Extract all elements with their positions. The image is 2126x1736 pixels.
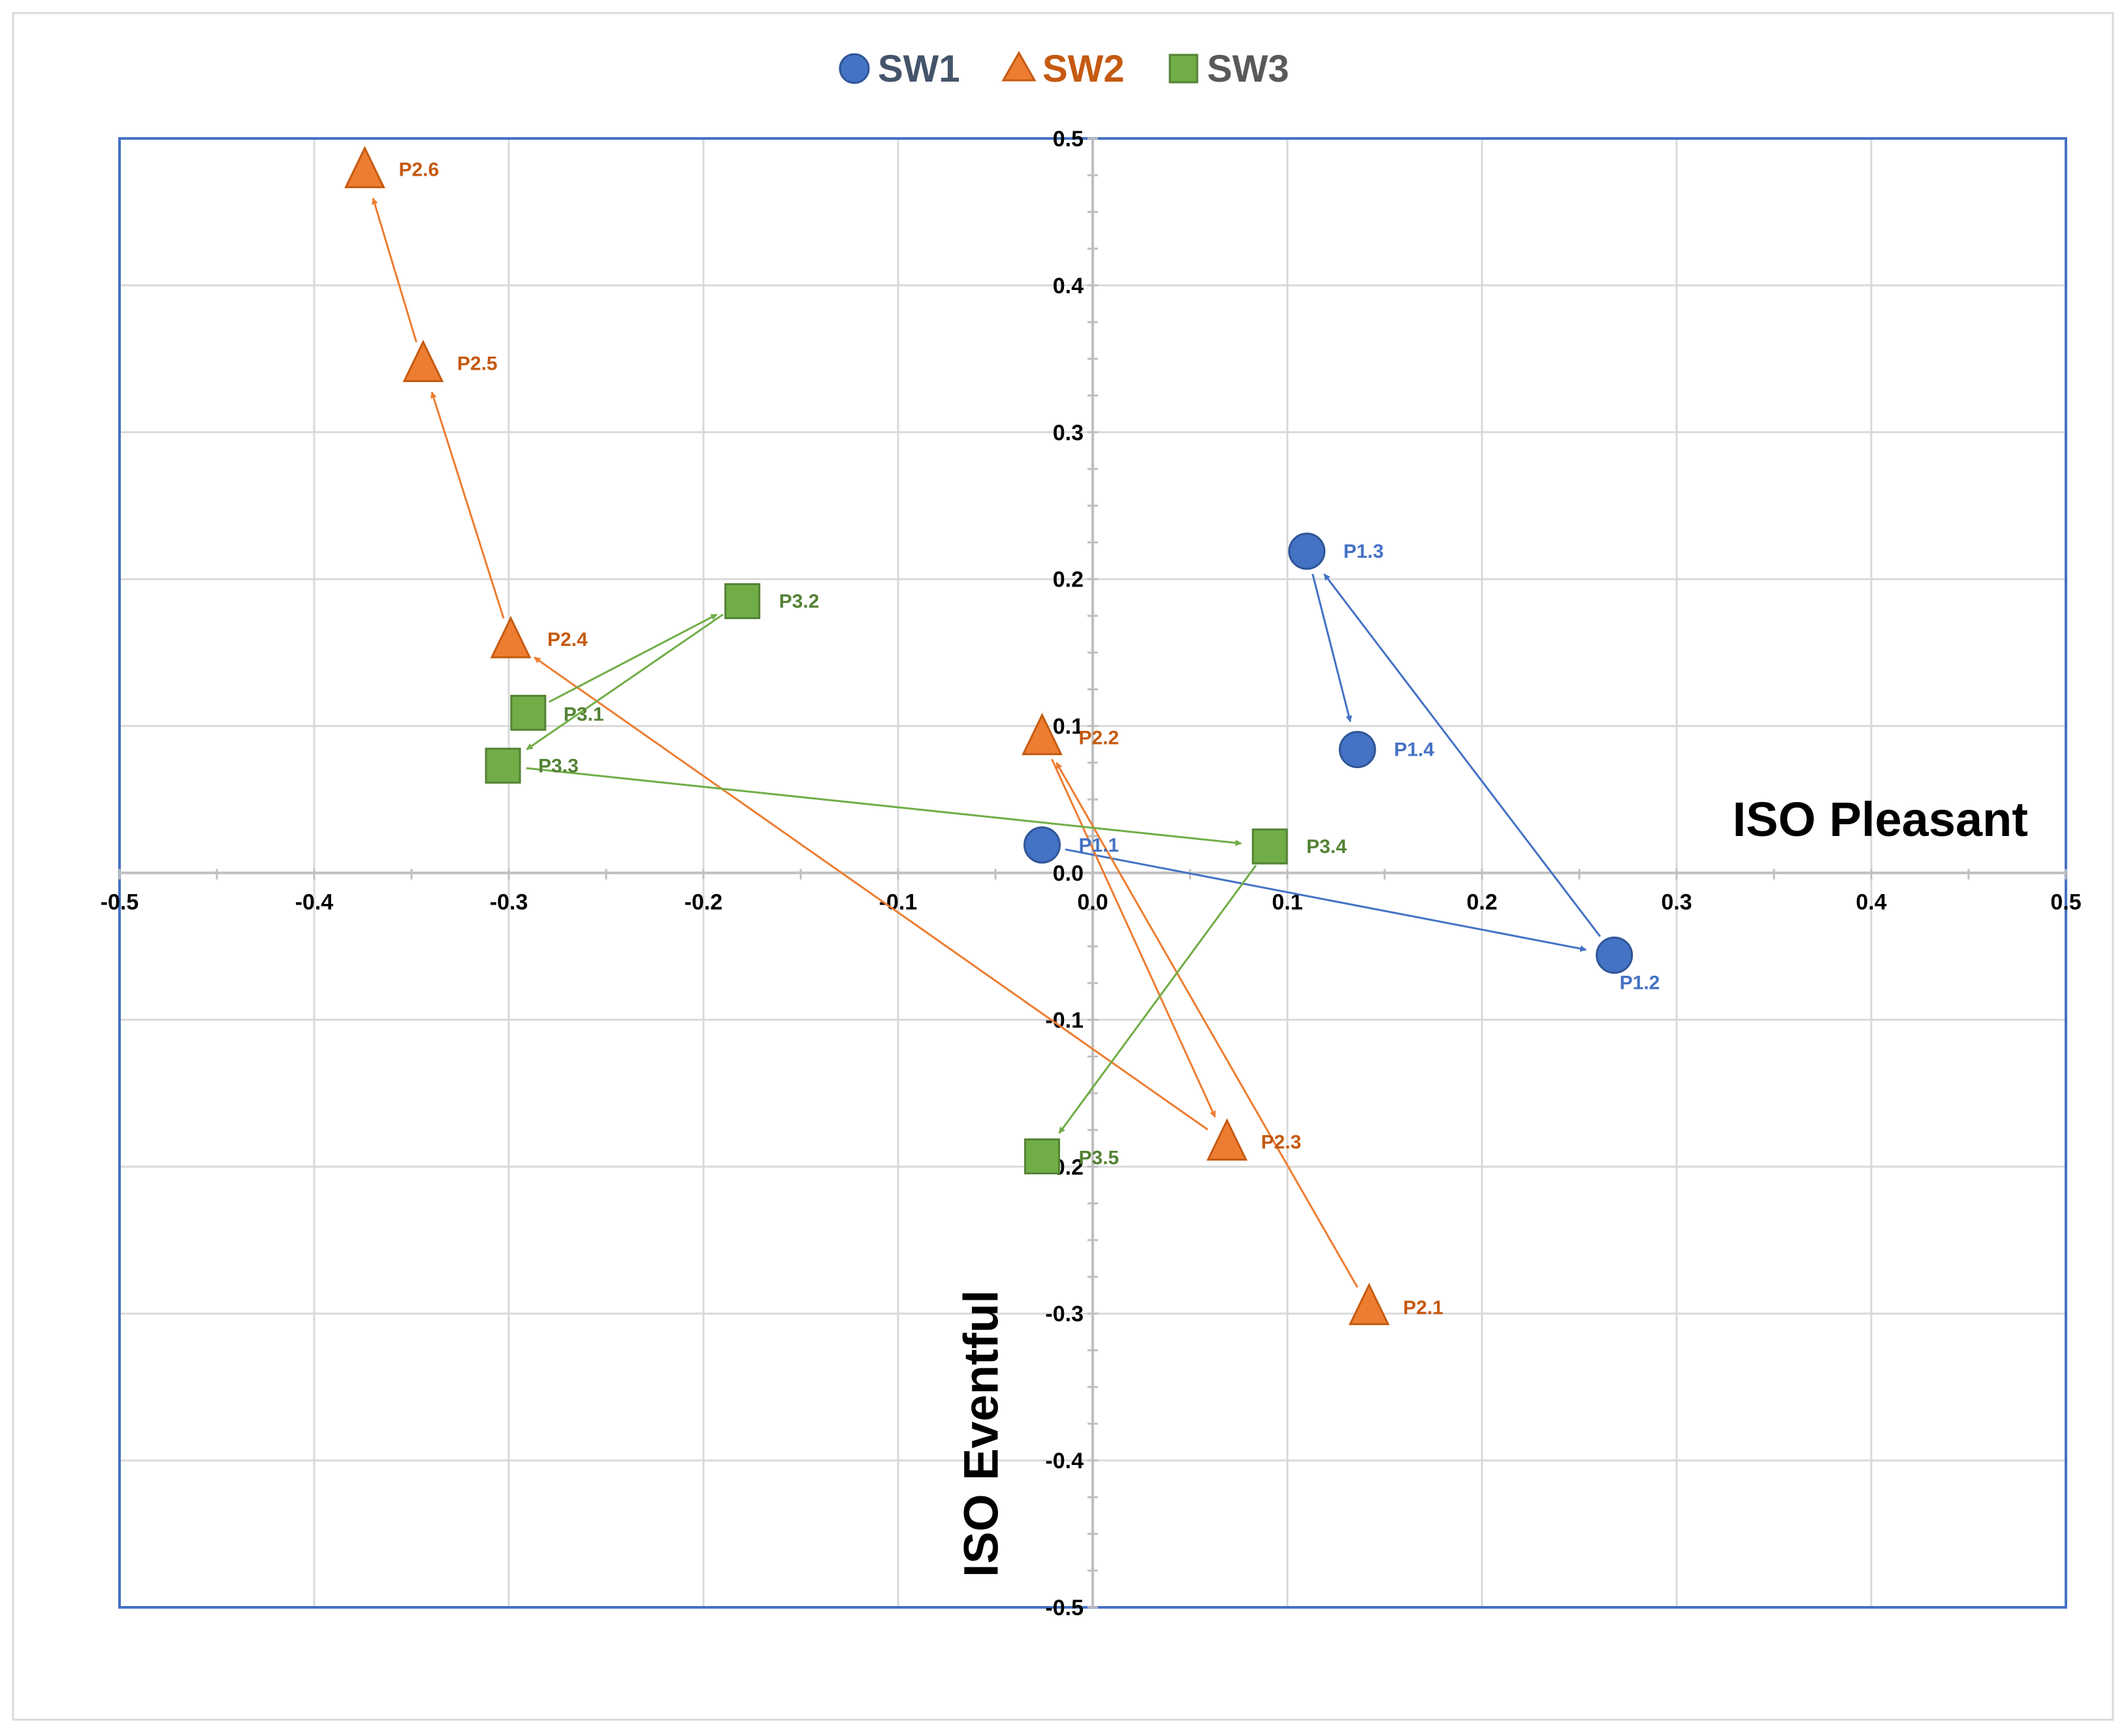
legend-item-sw3: SW3 bbox=[1168, 48, 1289, 90]
data-point-P1-2 bbox=[1596, 936, 1634, 974]
point-label: P3.2 bbox=[779, 590, 820, 612]
y-tick-label: 0.4 bbox=[1053, 274, 1084, 298]
data-point-P2-5 bbox=[402, 340, 444, 383]
axes: -0.5 -0.4 -0.3 -0.2 -0.1 0.0 0.1 0.2 0.3 0.4 0.5 0.… bbox=[101, 127, 2082, 1620]
x-tick-label: -0.4 bbox=[295, 890, 334, 915]
x-tick-label: 0.5 bbox=[2050, 890, 2081, 915]
y-tick-label: -0.5 bbox=[1045, 1596, 1084, 1620]
trajectory-arrow bbox=[1055, 762, 1359, 1288]
legend-label: SW1 bbox=[878, 48, 960, 90]
point-label: P3.5 bbox=[1079, 1148, 1119, 1169]
data-point-P3-5 bbox=[1024, 1138, 1061, 1175]
data-point-P2-4 bbox=[490, 615, 532, 658]
trajectory-arrow bbox=[526, 767, 1242, 846]
trajectory-arrow bbox=[1323, 573, 1602, 937]
chart-outer-border bbox=[12, 12, 2114, 1721]
legend-item-sw2: SW2 bbox=[1001, 48, 1125, 90]
trajectory-arrow bbox=[549, 613, 718, 703]
data-point-P2-6 bbox=[344, 146, 385, 189]
data-points bbox=[344, 146, 1634, 1325]
point-label: P1.3 bbox=[1344, 541, 1384, 562]
x-tick-label: -0.2 bbox=[685, 890, 723, 915]
point-label: P1.1 bbox=[1079, 835, 1119, 856]
data-point-P2-1 bbox=[1348, 1282, 1390, 1325]
data-point-P3-3 bbox=[485, 747, 521, 784]
legend-triangle-icon bbox=[1001, 50, 1037, 82]
legend: SW1 SW2 SW3 bbox=[839, 48, 1289, 90]
y-tick-label: -0.3 bbox=[1045, 1302, 1084, 1326]
point-label: P2.5 bbox=[457, 353, 498, 374]
trajectory-arrow bbox=[534, 656, 1209, 1131]
trajectory-arrows bbox=[371, 197, 1602, 1288]
point-label: P2.4 bbox=[547, 629, 588, 651]
y-tick-label: 0.2 bbox=[1053, 568, 1084, 592]
data-point-P1-4 bbox=[1338, 731, 1376, 769]
x-axis-title: ISO Pleasant bbox=[1733, 792, 2028, 846]
x-tick-label: 0.2 bbox=[1466, 890, 1497, 915]
data-point-P3-4 bbox=[1251, 828, 1288, 865]
point-label: P2.3 bbox=[1261, 1131, 1302, 1153]
data-point-P1-3 bbox=[1288, 532, 1326, 570]
point-label: P2.2 bbox=[1079, 728, 1119, 749]
legend-circle-icon bbox=[839, 53, 870, 84]
legend-label: SW2 bbox=[1042, 48, 1125, 90]
trajectory-arrow bbox=[526, 613, 724, 750]
axis-titles: ISO Pleasant ISO Eventful bbox=[954, 792, 2028, 1577]
y-tick-label: 0.1 bbox=[1053, 715, 1084, 739]
trajectory-arrow bbox=[371, 197, 417, 343]
trajectory-arrow bbox=[1065, 848, 1587, 952]
x-tick-label: -0.1 bbox=[879, 890, 918, 915]
point-labels: P1.1 P1.2 P1.3 P1.4 P2.1 P2.2 P2.3 P2.4 P2.5 P2.6… bbox=[398, 159, 1660, 1319]
x-tick-label: 0.0 bbox=[1077, 890, 1108, 915]
trajectory-arrow bbox=[430, 391, 505, 619]
y-tick-label: 0.3 bbox=[1053, 421, 1084, 445]
trajectory-arrow bbox=[1058, 865, 1257, 1134]
data-point-P2-2 bbox=[1022, 713, 1063, 756]
data-point-P2-3 bbox=[1206, 1118, 1248, 1161]
point-label: P2.6 bbox=[398, 159, 439, 180]
y-tick-label: 0.5 bbox=[1053, 127, 1084, 152]
point-label: P3.1 bbox=[564, 703, 604, 725]
x-tick-label: -0.5 bbox=[101, 890, 139, 915]
x-tick-label: 0.3 bbox=[1661, 890, 1692, 915]
y-tick-label: -0.4 bbox=[1045, 1449, 1084, 1473]
trajectory-arrow bbox=[1312, 573, 1353, 722]
x-tick-label: 0.4 bbox=[1856, 890, 1886, 915]
point-label: P2.1 bbox=[1403, 1297, 1443, 1319]
x-tick-label: -0.3 bbox=[490, 890, 528, 915]
point-label: P3.3 bbox=[538, 755, 579, 777]
y-tick-label: 0.0 bbox=[1053, 861, 1084, 886]
point-label: P1.4 bbox=[1394, 739, 1434, 761]
point-label: P1.2 bbox=[1620, 972, 1660, 993]
data-point-P3-1 bbox=[510, 694, 547, 731]
trajectory-arrow bbox=[1051, 758, 1216, 1118]
data-point-P3-2 bbox=[724, 583, 761, 619]
legend-item-sw1: SW1 bbox=[839, 48, 960, 90]
point-label: P3.4 bbox=[1306, 836, 1347, 858]
data-point-P1-1 bbox=[1023, 826, 1061, 864]
legend-label: SW3 bbox=[1207, 48, 1289, 90]
legend-square-icon bbox=[1168, 54, 1199, 84]
y-axis-title: ISO Eventful bbox=[954, 1290, 1008, 1577]
